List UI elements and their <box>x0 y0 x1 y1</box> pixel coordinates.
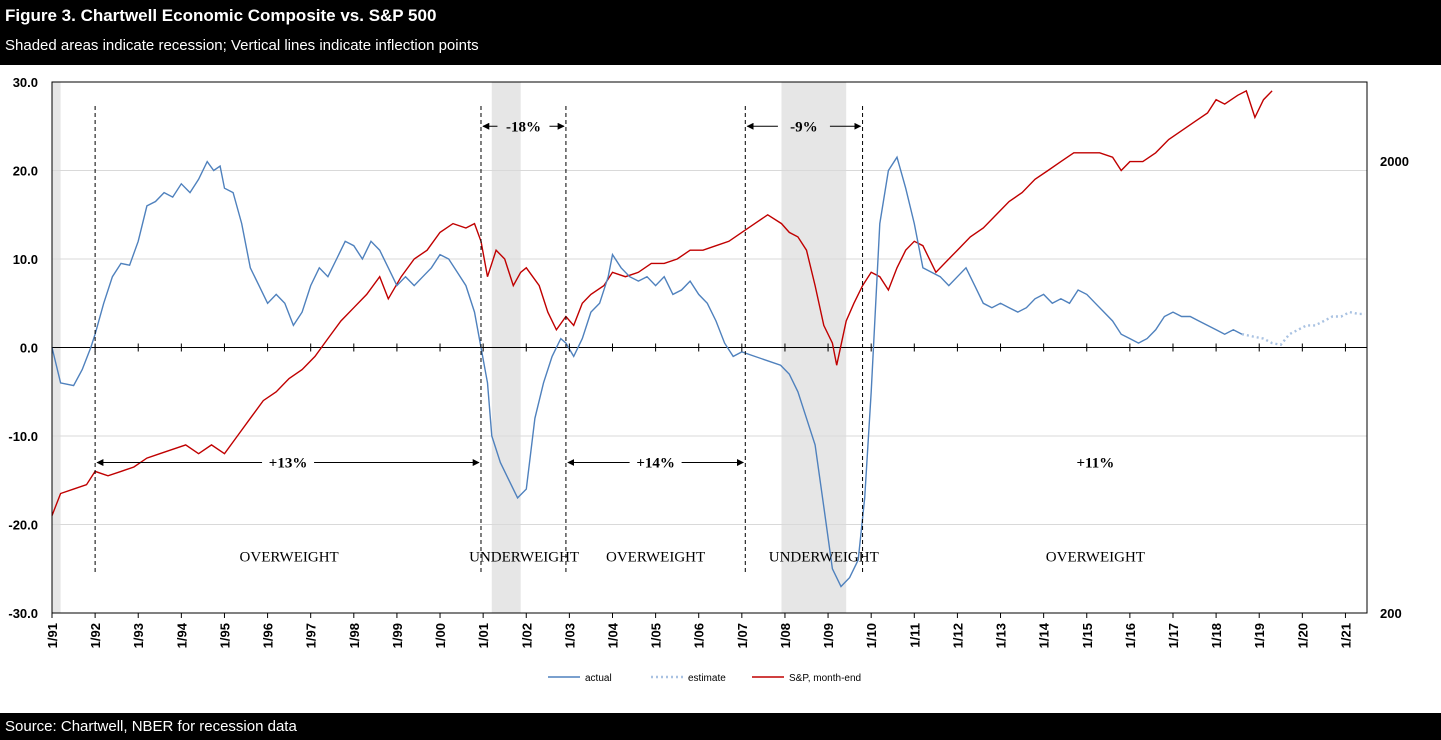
legend-label: S&P, month-end <box>789 673 861 684</box>
annotation-label: -9% <box>790 119 818 135</box>
y-tick-label: -10.0 <box>8 429 38 444</box>
x-tick-label: 1/19 <box>1252 623 1267 648</box>
x-tick-label: 1/09 <box>821 623 836 648</box>
x-tick-label: 1/94 <box>174 622 189 648</box>
x-tick-label: 1/18 <box>1209 623 1224 648</box>
x-tick-label: 1/00 <box>433 623 448 648</box>
zone-label: OVERWEIGHT <box>240 550 339 566</box>
legend-label: actual <box>585 673 612 684</box>
x-tick-label: 1/16 <box>1123 623 1138 648</box>
annotations: -18% -9% +13% +14% +11% OVERWEIGHT UNDERWEIGHT… <box>94 106 1145 573</box>
annotation-label: +14% <box>636 456 675 472</box>
annotation-label: +13% <box>269 456 308 472</box>
chart-background <box>0 65 1441 713</box>
x-tick-label: 1/02 <box>519 623 534 648</box>
x-tick-label: 1/04 <box>605 622 620 648</box>
zone-label: UNDERWEIGHT <box>469 550 579 566</box>
chart-title: Figure 3. Chartwell Economic Composite v… <box>5 6 437 25</box>
y-tick-label: 20.0 <box>13 164 38 179</box>
x-tick-label: 1/14 <box>1037 622 1052 648</box>
legend: actual estimate S&P, month-end <box>548 673 861 684</box>
x-tick-label: 1/98 <box>347 623 362 648</box>
series-estimate-line <box>1241 310 1365 347</box>
x-tick-label: 1/21 <box>1338 623 1353 648</box>
x-tick-label: 1/06 <box>692 623 707 648</box>
zone-label: UNDERWEIGHT <box>769 550 879 566</box>
series-sp500-line <box>51 89 1273 516</box>
x-tick-label: 1/07 <box>735 623 750 648</box>
series-lines <box>51 89 1365 588</box>
title-bar: Figure 3. Chartwell Economic Composite v… <box>0 0 1441 65</box>
x-tick-label: 1/91 <box>45 623 60 648</box>
x-tick-label: 1/08 <box>778 623 793 648</box>
chart-subtitle: Shaded areas indicate recession; Vertica… <box>5 37 479 54</box>
legend-label: estimate <box>688 673 726 684</box>
source-note: Source: Chartwell, NBER for recession da… <box>5 718 297 735</box>
y-tick-label: 0.0 <box>20 341 38 356</box>
x-tick-label: 1/12 <box>950 623 965 648</box>
source-bar: Source: Chartwell, NBER for recession da… <box>0 713 1441 740</box>
x-tick-label: 1/97 <box>304 623 319 648</box>
x-tick-label: 1/17 <box>1166 623 1181 648</box>
x-tick-label: 1/99 <box>390 623 405 648</box>
x-tick-label: 1/10 <box>864 623 879 648</box>
y-tick-label: 30.0 <box>13 75 38 90</box>
y-tick-label: -30.0 <box>8 606 38 621</box>
zone-label: OVERWEIGHT <box>606 550 705 566</box>
annotation-label: +11% <box>1077 456 1115 472</box>
x-tick-label: 1/20 <box>1295 623 1310 648</box>
x-tick-label: 1/11 <box>907 623 922 648</box>
zone-label: OVERWEIGHT <box>1046 550 1145 566</box>
y2-tick-label: 200 <box>1380 606 1402 621</box>
x-tick-label: 1/93 <box>131 623 146 648</box>
x-tick-label: 1/92 <box>88 623 103 648</box>
x-tick-label: 1/95 <box>217 623 232 648</box>
x-tick-label: 1/03 <box>562 623 577 648</box>
y2-tick-label: 2000 <box>1380 154 1409 169</box>
x-tick-label: 1/01 <box>476 623 491 648</box>
chart-plot: 30.0 20.0 10.0 0.0 -10.0 -20.0 -30.0 2000 200 1/9… <box>0 65 1441 713</box>
y-tick-label: -20.0 <box>8 518 38 533</box>
y-tick-label: 10.0 <box>13 252 38 267</box>
series-actual-line <box>51 155 1243 588</box>
annotation-label: -18% <box>506 119 541 135</box>
x-tick-label: 1/13 <box>994 623 1009 648</box>
x-tick-label: 1/15 <box>1080 623 1095 648</box>
x-tick-label: 1/96 <box>261 623 276 648</box>
x-tick-label: 1/05 <box>649 623 664 648</box>
axes: 30.0 20.0 10.0 0.0 -10.0 -20.0 -30.0 2000 200 1/9… <box>8 75 1409 648</box>
